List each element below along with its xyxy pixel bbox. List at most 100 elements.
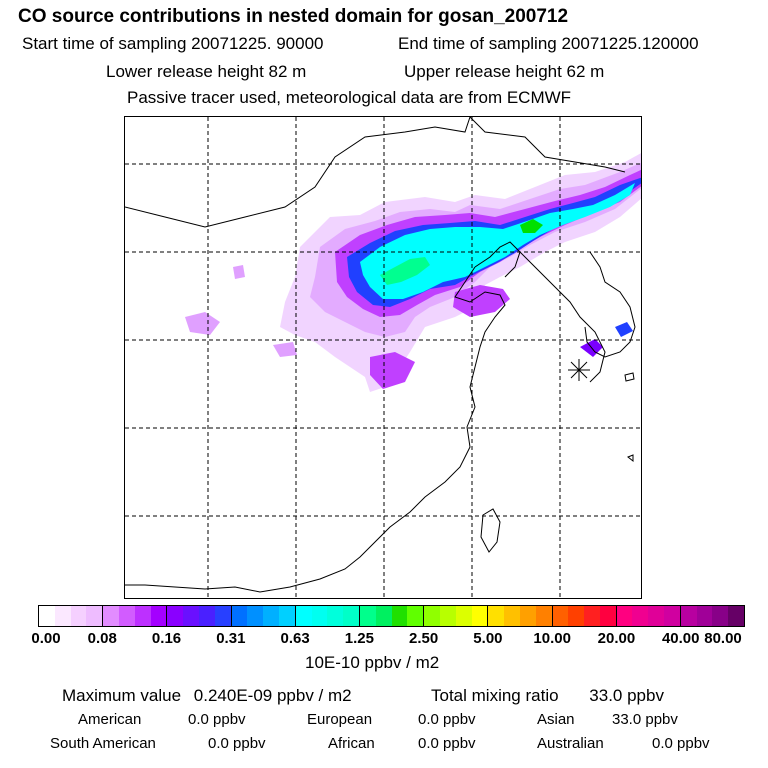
- map-canvas: [125, 117, 641, 598]
- coast-line: [584, 251, 636, 358]
- colorbar-bin: [455, 606, 472, 626]
- plume-patch: [453, 285, 510, 317]
- colorbar-bin: [599, 606, 616, 626]
- colorbar-bin: [327, 606, 344, 626]
- plume-patch: [233, 265, 245, 279]
- colorbar-bin: [247, 606, 264, 626]
- receptor-asterisk-icon: [568, 359, 590, 381]
- colorbar-bin: [102, 606, 119, 626]
- colorbar-bin: [278, 606, 295, 626]
- region-value: 33.0 ppbv: [612, 711, 678, 728]
- plume-green: [380, 257, 430, 285]
- plume-patch: [615, 322, 633, 337]
- region-name: South American: [50, 735, 156, 752]
- colorbar-bin: [632, 606, 649, 626]
- colorbar-tick-label: 0.31: [216, 630, 246, 647]
- colorbar-bin: [375, 606, 392, 626]
- colorbar-bin: [487, 606, 505, 626]
- colorbar-bin: [166, 606, 184, 626]
- colorbar-bin: [311, 606, 328, 626]
- coast-line: [519, 251, 606, 383]
- colorbar-tick-label: 0.63: [280, 630, 310, 647]
- colorbar-tick-label: 1.25: [344, 630, 374, 647]
- plume-patch: [370, 352, 415, 389]
- colorbar-bin: [150, 606, 167, 626]
- end-time-label: End time of sampling 20071225.120000: [398, 34, 699, 53]
- max-value-line: Maximum value 0.240E-09 ppbv / m2: [62, 686, 352, 706]
- colorbar-tick-label: 0.08: [87, 630, 117, 647]
- colorbar-bin: [568, 606, 585, 626]
- max-value-label: Maximum value: [62, 686, 182, 705]
- colorbar-tick-label: 10.00: [533, 630, 571, 647]
- colorbar-bin: [504, 606, 520, 626]
- colorbar-bin: [70, 606, 87, 626]
- border-line: [469, 117, 626, 173]
- colorbar-bin: [198, 606, 215, 626]
- colorbar-tick-label: 0.00: [31, 630, 61, 647]
- colorbar-bin: [471, 606, 488, 626]
- colorbar-bin: [230, 606, 248, 626]
- colorbar-bin: [86, 606, 103, 626]
- coastlines: [125, 117, 636, 593]
- colorbar-bin: [214, 606, 231, 626]
- region-value: 0.0 ppbv: [188, 711, 246, 728]
- colorbar-tick-label: 40.00: [661, 630, 700, 647]
- total-value: 33.0 ppbv: [589, 686, 664, 705]
- colorbar-bin: [54, 606, 71, 626]
- colorbar-tick-label: 2.50: [409, 630, 439, 647]
- coast-line: [125, 266, 506, 593]
- colorbar-tick-label: 80.00: [704, 630, 742, 647]
- region-name: African: [328, 735, 375, 752]
- border-line: [125, 117, 471, 228]
- colorbar-tick-label: 5.00: [473, 630, 503, 647]
- plume-patch: [273, 342, 297, 357]
- coast-line: [474, 241, 521, 278]
- region-value: 0.0 ppbv: [652, 735, 710, 752]
- colorbar-bin: [263, 606, 279, 626]
- plume-cyan: [360, 183, 635, 299]
- colorbar-bin: [551, 606, 569, 626]
- region-name: Asian: [537, 711, 575, 728]
- colorbar-tick-label: 0.16: [151, 630, 182, 647]
- plume-green: [520, 219, 543, 233]
- max-value: 0.240E-09 ppbv / m2: [193, 686, 352, 705]
- colorbar-bin: [679, 606, 697, 626]
- island-line: [624, 372, 635, 382]
- region-name: European: [307, 711, 373, 728]
- colorbar-bin: [343, 606, 359, 626]
- colorbar-unit: 10E-10 ppbv / m2: [305, 653, 440, 672]
- colorbar-bin: [407, 606, 424, 626]
- colorbar-bin: [134, 606, 151, 626]
- total-line: Total mixing ratio 33.0 ppbv: [431, 686, 664, 706]
- tracer-plume: [185, 153, 641, 392]
- colorbar-bin: [423, 606, 440, 626]
- lower-release-label: Lower release height 82 m: [106, 62, 307, 81]
- region-name: American: [78, 711, 142, 728]
- colorbar-bin: [664, 606, 680, 626]
- plume-patch: [185, 312, 220, 335]
- colorbar-bin: [584, 606, 600, 626]
- colorbar-bin: [294, 606, 312, 626]
- colorbar-bin: [648, 606, 665, 626]
- map-panel: 2: [124, 116, 642, 599]
- colorbar-bin: [439, 606, 456, 626]
- colorbar: [38, 605, 745, 627]
- colorbar-bin: [535, 606, 552, 626]
- colorbar-bin: [615, 606, 633, 626]
- colorbar-bin: [358, 606, 376, 626]
- colorbar-tick-label: 20.00: [597, 630, 636, 647]
- colorbar-bin: [39, 606, 55, 626]
- region-value: 0.0 ppbv: [418, 711, 476, 728]
- graticule: [125, 117, 641, 598]
- total-label: Total mixing ratio: [431, 686, 559, 705]
- region-value: 0.0 ppbv: [208, 735, 266, 752]
- island-line: [627, 454, 634, 463]
- colorbar-bin: [519, 606, 536, 626]
- region-value: 0.0 ppbv: [418, 735, 476, 752]
- colorbar-bin: [712, 606, 729, 626]
- colorbar-bin: [183, 606, 199, 626]
- colorbar-bin: [728, 606, 745, 626]
- upper-release-label: Upper release height 62 m: [404, 62, 605, 81]
- colorbar-bin: [696, 606, 713, 626]
- tracer-note: Passive tracer used, meteorological data…: [127, 88, 572, 107]
